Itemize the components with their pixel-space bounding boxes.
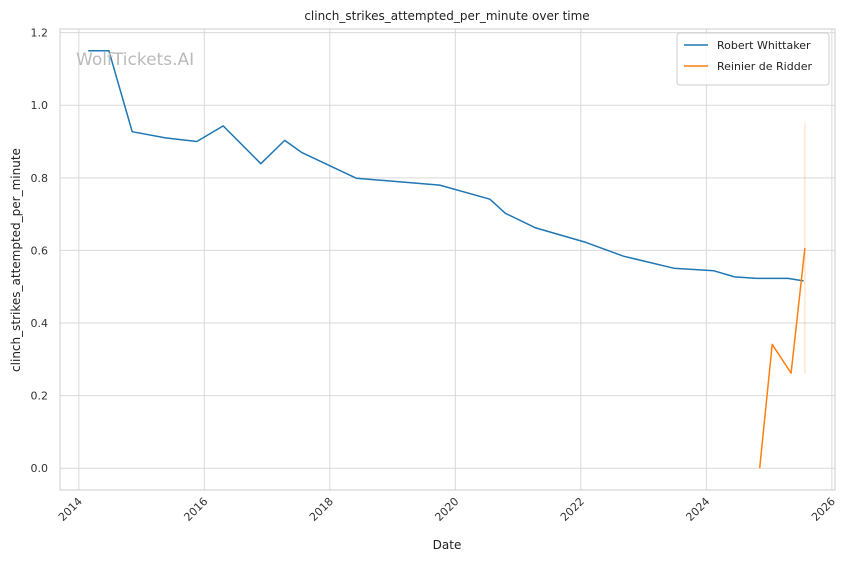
plot-frame: [59, 28, 836, 491]
y-tick-label: 0.2: [31, 390, 49, 403]
legend-box: [676, 32, 830, 86]
y-tick-label: 0.4: [31, 317, 49, 330]
series-lines: [88, 50, 806, 469]
y-tick-label: 0.0: [31, 462, 49, 475]
chart-title: clinch_strikes_attempted_per_minute over…: [304, 9, 589, 23]
x-axis-label: Date: [433, 538, 462, 552]
y-tick-label: 1.2: [31, 27, 49, 40]
watermark: WolfTickets.AI: [76, 50, 194, 70]
y-axis-label: clinch_strikes_attempted_per_minute: [9, 148, 23, 372]
legend-label-2: Reinier de Ridder: [717, 60, 812, 73]
legend: Robert Whittaker Reinier de Ridder: [676, 32, 830, 86]
y-axis-ticks: 0.0 0.2 0.4 0.6 0.8 1.0 1.2: [31, 27, 49, 476]
y-tick-label: 0.8: [31, 172, 49, 185]
series-line-2: [758, 247, 806, 469]
series-line-1: [88, 50, 804, 282]
plot-area: [60, 29, 835, 490]
grid: [60, 29, 835, 490]
y-tick-label: 1.0: [31, 99, 49, 112]
legend-label-1: Robert Whittaker: [717, 39, 811, 52]
y-tick-label: 0.6: [31, 244, 49, 257]
